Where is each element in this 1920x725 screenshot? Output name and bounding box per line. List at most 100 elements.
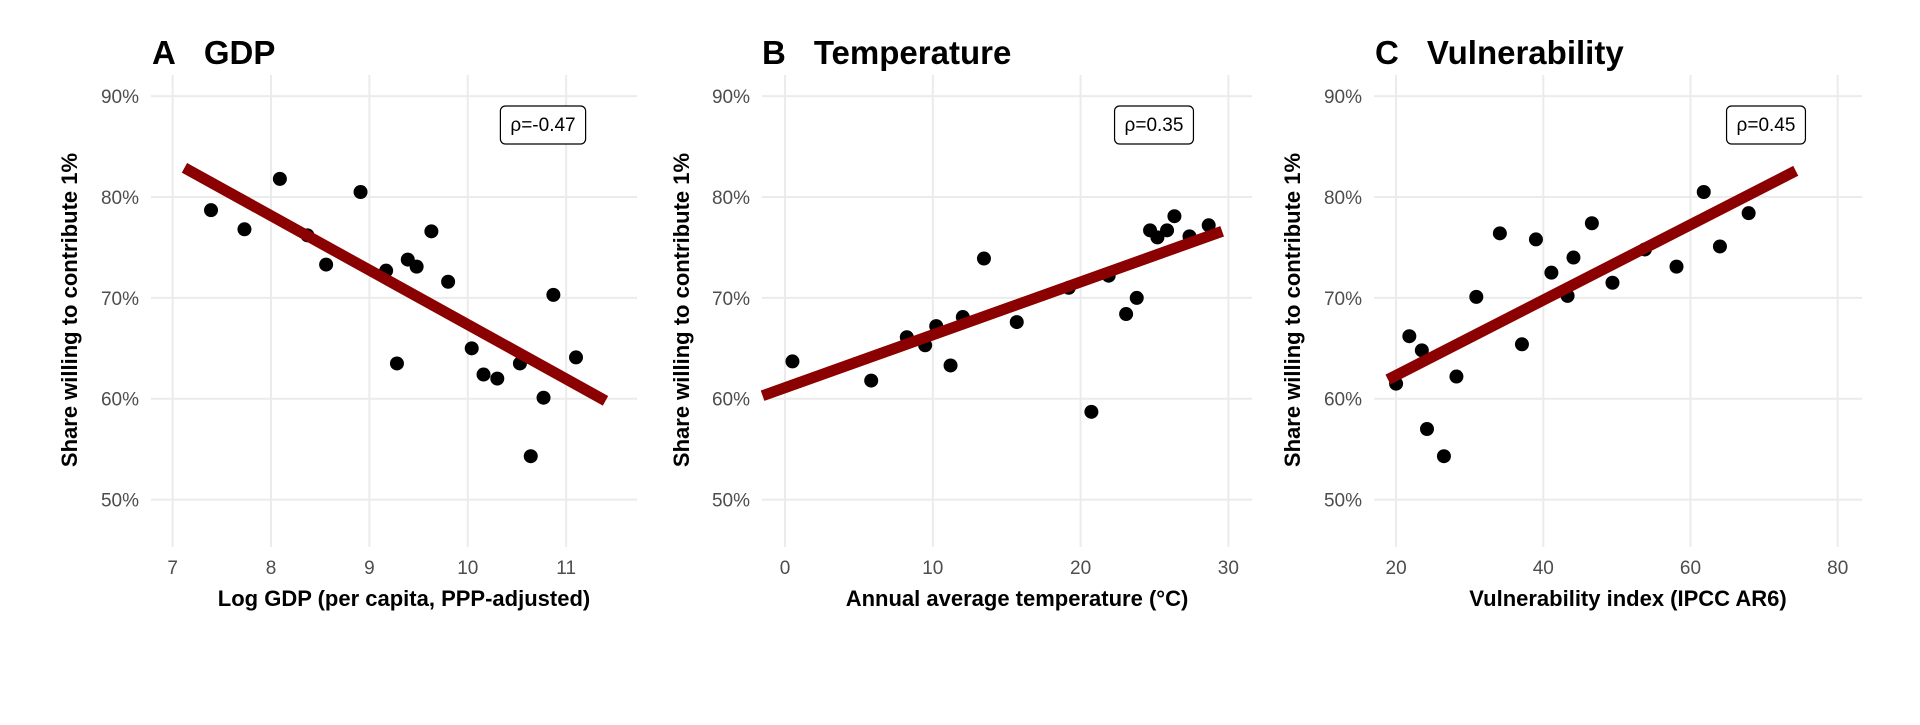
data-point bbox=[204, 203, 219, 218]
data-point bbox=[1669, 259, 1684, 274]
x-tick-label: 20 bbox=[1386, 558, 1407, 579]
data-point bbox=[1449, 369, 1464, 384]
correlation-text: ρ=0.45 bbox=[1737, 115, 1796, 136]
data-point bbox=[319, 257, 334, 272]
y-tick-label: 60% bbox=[712, 390, 750, 411]
data-point bbox=[1469, 289, 1484, 304]
regression-line bbox=[760, 226, 1225, 401]
y-tick-label: 80% bbox=[101, 188, 139, 209]
y-tick-label: 70% bbox=[101, 289, 139, 310]
data-point bbox=[389, 356, 404, 371]
x-tick-label: 7 bbox=[167, 558, 178, 579]
y-tick-label: 90% bbox=[1324, 87, 1362, 108]
y-tick-label: 60% bbox=[101, 390, 139, 411]
data-point bbox=[536, 390, 551, 405]
x-tick-label: 60 bbox=[1680, 558, 1701, 579]
data-point bbox=[1119, 307, 1134, 322]
y-axis-label: Share willing to contribute 1% bbox=[669, 153, 694, 467]
x-tick-label: 8 bbox=[266, 558, 277, 579]
y-tick-label: 70% bbox=[1324, 289, 1362, 310]
y-tick-label: 90% bbox=[712, 87, 750, 108]
data-point bbox=[1419, 422, 1434, 436]
data-point bbox=[1201, 218, 1216, 233]
data-point bbox=[1696, 184, 1711, 199]
data-point bbox=[464, 341, 479, 356]
data-point bbox=[1402, 329, 1417, 344]
data-point bbox=[1544, 265, 1559, 280]
y-axis-label: Share willing to contribute 1% bbox=[1280, 153, 1305, 467]
data-point bbox=[1712, 239, 1727, 254]
data-point bbox=[1167, 209, 1182, 224]
panel-letter: A bbox=[152, 34, 176, 71]
x-tick-label: 10 bbox=[922, 558, 943, 579]
x-tick-label: 11 bbox=[556, 558, 576, 579]
data-point bbox=[1584, 216, 1599, 231]
y-tick-label: 80% bbox=[712, 188, 750, 209]
data-point bbox=[785, 354, 800, 369]
x-axis-label: Annual average temperature (°C) bbox=[846, 586, 1189, 611]
panel-title-text: Temperature bbox=[814, 34, 1011, 71]
data-point bbox=[272, 171, 287, 186]
panel-title: C Vulnerability bbox=[1375, 34, 1624, 71]
x-axis-label: Vulnerability index (IPCC AR6) bbox=[1469, 586, 1786, 611]
data-point bbox=[1436, 449, 1451, 464]
y-tick-label: 50% bbox=[101, 491, 139, 512]
data-point bbox=[1009, 315, 1024, 330]
data-point bbox=[424, 224, 439, 239]
data-point bbox=[1566, 250, 1581, 265]
panel-letter: C bbox=[1375, 34, 1399, 71]
data-point bbox=[1528, 232, 1543, 247]
y-tick-label: 50% bbox=[1324, 491, 1362, 512]
correlation-label: ρ=-0.47 bbox=[499, 105, 587, 145]
y-tick-label: 70% bbox=[712, 289, 750, 310]
data-point bbox=[409, 259, 424, 274]
data-point bbox=[441, 274, 456, 289]
x-tick-label: 10 bbox=[457, 558, 478, 579]
correlation-box bbox=[1725, 105, 1807, 145]
data-point bbox=[1160, 223, 1175, 238]
x-axis-label: Log GDP (per capita, PPP-adjusted) bbox=[218, 586, 590, 611]
regression-line bbox=[181, 162, 609, 406]
regression-line bbox=[1385, 165, 1799, 385]
correlation-box bbox=[1113, 105, 1195, 145]
data-point bbox=[490, 371, 505, 386]
y-tick-label: 60% bbox=[1324, 390, 1362, 411]
correlation-label: ρ=0.45 bbox=[1725, 105, 1807, 145]
panel-b: 0 10 20 30 50% 60% 70% 80% 90% B Temperature Annual… bbox=[669, 34, 1252, 611]
data-point bbox=[569, 350, 584, 365]
data-point bbox=[1741, 206, 1756, 221]
panel-c: 20 40 60 80 50% 60% 70% 80% 90% C Vulnerability Vul… bbox=[1280, 34, 1862, 611]
correlation-box bbox=[499, 105, 587, 145]
panel-a: 7 8 9 10 11 50% 60% 70% 80% 90% A GDP Log GDP (per c… bbox=[57, 34, 637, 611]
x-tick-label: 9 bbox=[364, 558, 375, 579]
panel-title: B Temperature bbox=[762, 34, 1011, 71]
data-point bbox=[523, 449, 538, 464]
data-point bbox=[476, 367, 491, 382]
data-point bbox=[1084, 404, 1099, 419]
data-point bbox=[1514, 337, 1529, 352]
data-point bbox=[1150, 230, 1165, 245]
data-point bbox=[1129, 290, 1144, 305]
y-tick-label: 90% bbox=[101, 87, 139, 108]
x-tick-label: 40 bbox=[1533, 558, 1554, 579]
y-tick-label: 50% bbox=[712, 491, 750, 512]
x-tick-label: 0 bbox=[780, 558, 791, 579]
data-point bbox=[353, 184, 368, 199]
x-tick-label: 20 bbox=[1070, 558, 1091, 579]
data-point bbox=[943, 358, 958, 373]
data-point bbox=[546, 287, 561, 302]
data-point bbox=[1605, 275, 1620, 290]
panel-title: A GDP bbox=[152, 34, 275, 71]
correlation-text: ρ=0.35 bbox=[1125, 115, 1184, 136]
data-point bbox=[1492, 226, 1507, 241]
y-axis-label: Share willing to contribute 1% bbox=[57, 153, 82, 467]
correlation-text: ρ=-0.47 bbox=[510, 115, 575, 136]
x-tick-label: 80 bbox=[1827, 558, 1848, 579]
panel-title-text: GDP bbox=[204, 34, 276, 71]
panel-title-text: Vulnerability bbox=[1427, 34, 1624, 71]
data-point bbox=[1414, 343, 1429, 358]
data-point bbox=[976, 251, 991, 266]
y-tick-label: 80% bbox=[1324, 188, 1362, 209]
x-tick-label: 30 bbox=[1218, 558, 1239, 579]
